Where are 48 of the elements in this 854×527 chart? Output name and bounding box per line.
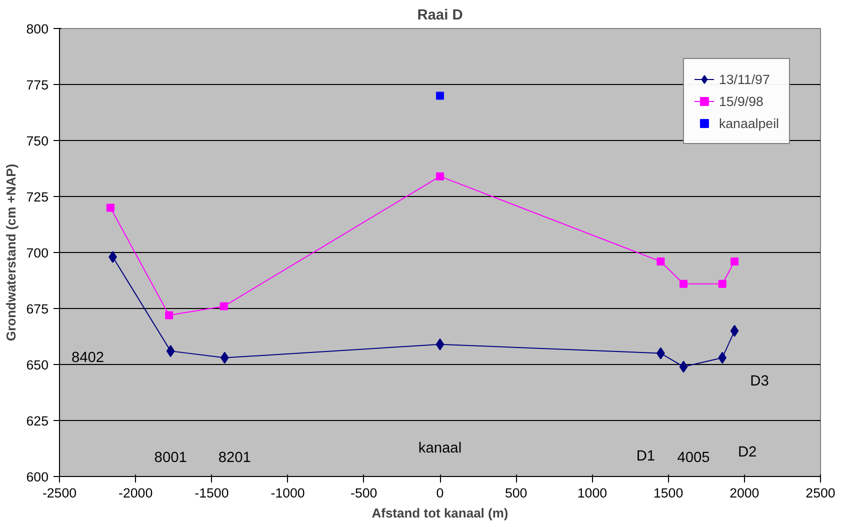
x-tick-label: 2500 bbox=[806, 486, 836, 500]
point bbox=[436, 172, 444, 180]
y-tick-label: 750 bbox=[26, 134, 49, 148]
annotation: D1 bbox=[636, 448, 656, 464]
y-tick-label: 650 bbox=[26, 358, 49, 372]
y-axis-title: Grondwaterstand (cm +NAP) bbox=[3, 164, 18, 342]
point bbox=[165, 311, 174, 320]
point bbox=[680, 280, 688, 288]
y-tick-label: 675 bbox=[26, 302, 49, 316]
legend-label: kanaalpeil bbox=[718, 116, 779, 130]
x-tick-label: 2000 bbox=[730, 486, 760, 500]
annotation: kanaal bbox=[418, 440, 462, 456]
x-tick-label: 1500 bbox=[653, 486, 684, 500]
point bbox=[166, 345, 175, 358]
annotation: 4005 bbox=[677, 450, 710, 466]
y-tick-label: 800 bbox=[26, 22, 49, 36]
x-axis-title: Afstand tot kanaal (m) bbox=[372, 506, 508, 520]
x-tick-label: 500 bbox=[504, 486, 528, 500]
chart-title: Raai D bbox=[417, 8, 463, 24]
point bbox=[436, 338, 444, 350]
annotation: 8001 bbox=[154, 450, 187, 466]
point bbox=[679, 360, 688, 373]
y-tick-label: 775 bbox=[26, 78, 49, 92]
annotation: 8201 bbox=[218, 450, 251, 466]
point bbox=[718, 280, 726, 288]
point bbox=[106, 204, 114, 212]
y-tick-label: 725 bbox=[26, 190, 49, 204]
point bbox=[220, 302, 228, 310]
x-tick-label: 0 bbox=[436, 486, 444, 500]
annotation: D3 bbox=[750, 374, 769, 390]
legend-label: 15/9/98 bbox=[718, 94, 764, 108]
legend-label: 13/11/97 bbox=[718, 72, 770, 86]
point bbox=[730, 324, 739, 337]
x-tick-label: -2500 bbox=[42, 486, 77, 500]
x-tick-label: -500 bbox=[350, 486, 378, 500]
y-tick-label: 600 bbox=[26, 470, 49, 484]
point bbox=[220, 352, 229, 364]
x-tick-label: 1000 bbox=[577, 486, 608, 500]
x-tick-label: -1500 bbox=[194, 486, 229, 500]
x-tick-label: -2000 bbox=[118, 486, 153, 500]
y-tick-label: 625 bbox=[26, 414, 49, 428]
annotation: 8402 bbox=[71, 350, 104, 366]
point bbox=[730, 257, 739, 266]
y-tick-label: 700 bbox=[26, 246, 49, 260]
annotation: D2 bbox=[738, 444, 757, 460]
point bbox=[656, 257, 665, 266]
x-tick-label: -1000 bbox=[270, 486, 305, 500]
point bbox=[436, 92, 444, 100]
